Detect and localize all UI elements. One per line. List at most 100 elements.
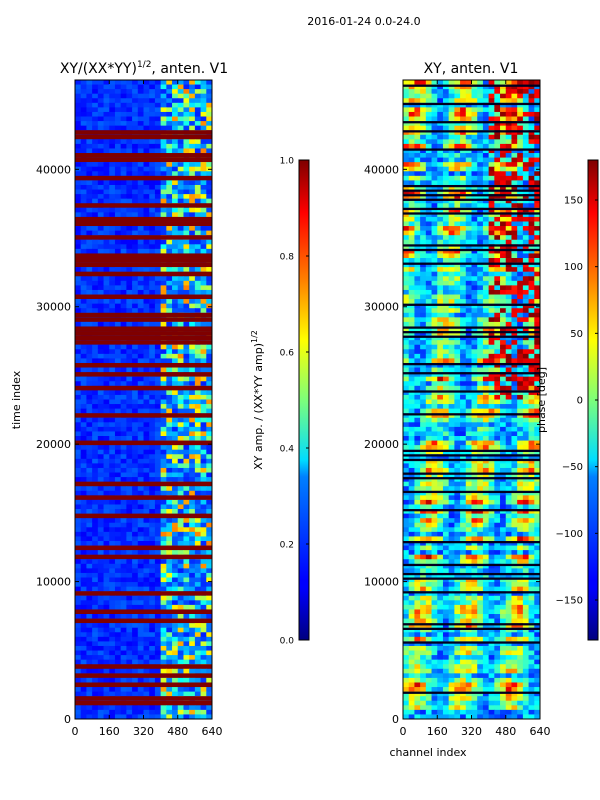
heatmap-cell [177, 139, 185, 145]
heatmap-cell [86, 194, 93, 200]
heatmap-cell [160, 449, 167, 455]
heatmap-cell [488, 308, 495, 314]
heatmap-cell [109, 308, 116, 314]
heatmap-cell [517, 344, 524, 350]
heatmap-cell [511, 239, 518, 245]
heatmap-cell [160, 536, 167, 542]
heatmap-cell [103, 691, 110, 697]
heatmap-cell [528, 303, 535, 309]
heatmap-cell [137, 540, 145, 547]
colorbar-tick-label: 0.2 [280, 541, 294, 551]
heatmap-cell [528, 157, 535, 163]
heatmap-cell [477, 207, 484, 213]
heatmap-cell [194, 531, 202, 538]
heatmap-cell [403, 289, 410, 296]
heatmap-cell [477, 335, 484, 341]
heatmap-cell [488, 212, 495, 218]
heatmap-cell [160, 189, 167, 195]
heatmap-cell [97, 623, 105, 629]
heatmap-cell [75, 522, 82, 528]
heatmap-cell [408, 148, 416, 154]
heatmap-cell [482, 89, 490, 95]
heatmap-cell [86, 308, 93, 314]
heatmap-cell [408, 285, 416, 291]
heatmap-cell [92, 659, 99, 665]
heatmap-cell [114, 518, 122, 524]
heatmap-cell [448, 235, 455, 241]
heatmap-cell [97, 184, 105, 191]
heatmap-cell [75, 659, 82, 665]
heatmap-cell [431, 353, 438, 360]
heatmap-cell [103, 267, 110, 273]
heatmap-cell [189, 655, 196, 661]
heatmap-cell [75, 239, 82, 245]
heatmap-cell [126, 358, 133, 364]
heatmap-cell [403, 221, 410, 227]
heatmap-cell [132, 650, 139, 656]
heatmap-cell [172, 394, 179, 401]
heatmap-cell [172, 458, 179, 464]
heatmap-cell [482, 289, 490, 296]
heatmap-cell [97, 636, 105, 642]
heatmap-cell [86, 248, 93, 255]
heatmap-cell [166, 486, 173, 492]
heatmap-cell [500, 258, 507, 264]
heatmap-cell [92, 84, 99, 90]
heatmap-cell [471, 321, 478, 328]
heatmap-cell [126, 230, 133, 236]
heatmap-cell [206, 431, 212, 437]
heatmap-cell [126, 180, 133, 186]
heatmap-cell [460, 267, 467, 273]
heatmap-cell [80, 568, 88, 574]
heatmap-cell [420, 171, 427, 177]
heatmap-cell [511, 230, 518, 236]
heatmap-cell [408, 84, 416, 90]
heatmap-cell [109, 709, 116, 716]
heatmap-cell [166, 445, 173, 451]
heatmap-cell [189, 212, 196, 218]
heatmap-cell [172, 677, 179, 684]
heatmap-cell [488, 230, 495, 236]
heatmap-cell [154, 559, 162, 565]
heatmap-cell [183, 267, 190, 273]
heatmap-cell [189, 458, 196, 464]
heatmap-cell [97, 353, 105, 360]
heatmap-cell [92, 139, 99, 145]
heatmap-cell [189, 668, 196, 674]
heatmap-cell [522, 198, 530, 204]
heatmap-cell [92, 349, 99, 355]
heatmap-cell [522, 262, 530, 268]
heatmap-cell [431, 267, 438, 273]
heatmap-cell [206, 490, 212, 496]
heatmap-cell [488, 143, 495, 150]
heatmap-cell [437, 162, 444, 168]
heatmap-cell [431, 80, 438, 86]
heatmap-cell [437, 107, 444, 113]
heatmap-cell [454, 116, 461, 122]
heatmap-cell [120, 390, 127, 396]
heatmap-cell [109, 490, 116, 496]
heatmap-cell [189, 490, 196, 496]
heatmap-cell [143, 540, 150, 547]
heatmap-cell [183, 559, 190, 565]
heatmap-cell [500, 299, 507, 305]
heatmap-cell [511, 207, 518, 213]
heatmap-cell [488, 221, 495, 227]
heatmap-cell [200, 121, 207, 127]
heatmap-cell [126, 349, 133, 355]
heatmap-cell [420, 153, 427, 159]
heatmap-cell [154, 463, 162, 469]
heatmap-cell [126, 458, 133, 464]
heatmap-cell [189, 89, 196, 95]
heatmap-cell [172, 148, 179, 154]
heatmap-cell [505, 271, 513, 277]
heatmap-cell [517, 116, 524, 122]
heatmap-cell [143, 604, 150, 611]
heatmap-cell [477, 285, 484, 291]
heatmap-cell [194, 162, 202, 168]
heatmap-cell [80, 171, 88, 177]
heatmap-cell [75, 212, 82, 218]
heatmap-cell [511, 189, 518, 195]
heatmap-cell [132, 454, 139, 460]
heatmap-cell [482, 107, 490, 113]
